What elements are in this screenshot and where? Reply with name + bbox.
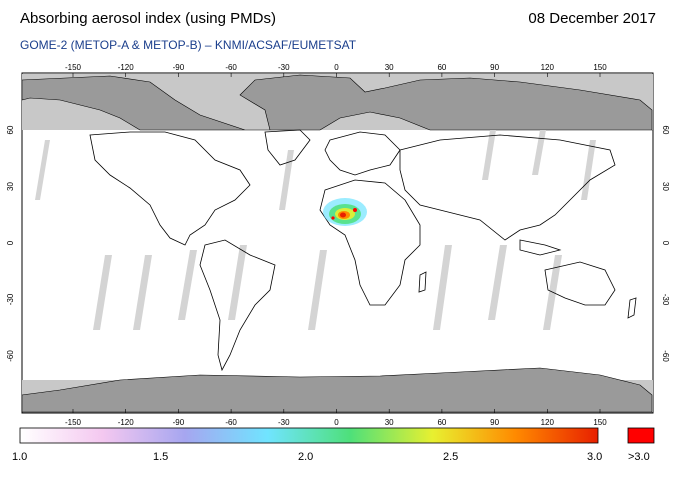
- lat-tick-label: 0: [6, 240, 15, 245]
- no-data-swaths: [35, 130, 596, 330]
- north-america-coast: [89, 131, 251, 246]
- lat-tick-label: 30: [6, 182, 15, 191]
- lon-tick-label: -150: [65, 418, 82, 427]
- lat-tick-labels-left: 60 30 0 -30 -60: [6, 125, 15, 362]
- asia-coast: [399, 134, 616, 241]
- lon-tick-label: -120: [118, 418, 135, 427]
- europe-coast: [324, 131, 401, 176]
- lon-tick-label: 0: [334, 418, 339, 427]
- lat-tick-label: -60: [661, 350, 670, 362]
- south-america-coast: [199, 239, 276, 372]
- map-date: 08 December 2017: [528, 10, 656, 27]
- colorbar-label-1-0: 1.0: [12, 451, 28, 463]
- map-subtitle: GOME-2 (METOP-A & METOP-B) – KNMI/ACSAF/…: [20, 38, 357, 52]
- madagascar-coast: [418, 271, 427, 293]
- colorbar-label-2-5: 2.5: [443, 451, 459, 463]
- antarctica: [21, 367, 653, 413]
- new-zealand-coast: [627, 297, 637, 319]
- lon-tick-label: -30: [278, 63, 290, 72]
- lon-tick-label: 90: [490, 63, 499, 72]
- colorbar-label-1-5: 1.5: [153, 451, 169, 463]
- lon-tick-label: 0: [334, 63, 339, 72]
- lat-tick-label: -30: [6, 293, 15, 305]
- arctic-land: [21, 74, 653, 131]
- lat-tick-label: -60: [6, 350, 15, 362]
- colorbar-label-2-0: 2.0: [298, 451, 314, 463]
- lon-tick-label: 120: [541, 63, 555, 72]
- lat-tick-label: 60: [661, 126, 670, 135]
- lon-tick-label: 120: [541, 418, 555, 427]
- coastlines: [89, 129, 637, 372]
- indonesia-coast: [519, 239, 562, 256]
- lon-tick-label: 30: [385, 418, 394, 427]
- lon-tick-label: -60: [225, 418, 237, 427]
- lon-tick-label: -90: [173, 63, 185, 72]
- lat-tick-label: 60: [6, 125, 15, 134]
- lon-tick-label: 60: [437, 63, 446, 72]
- lon-tick-label: 90: [490, 418, 499, 427]
- australia-coast: [544, 261, 616, 306]
- lon-tick-label: -120: [118, 63, 135, 72]
- lon-tick-label: 60: [437, 418, 446, 427]
- lat-tick-label: 0: [661, 241, 670, 246]
- colorbar: [19, 427, 599, 444]
- lat-tick-labels-right: 60 30 0 -30 -60: [661, 126, 670, 363]
- lon-tick-label: -90: [173, 418, 185, 427]
- map-title: Absorbing aerosol index (using PMDs): [20, 10, 276, 27]
- lon-tick-label: -150: [65, 63, 82, 72]
- lon-tick-labels-bottom: -150 -120 -90 -60 -30 0 30 60 90 120 150: [65, 409, 607, 427]
- lon-tick-label: -30: [278, 418, 290, 427]
- lon-tick-label: 30: [385, 63, 394, 72]
- colorbar-label-3-0: 3.0: [587, 451, 603, 463]
- colorbar-overflow-swatch: [627, 427, 655, 444]
- lon-tick-labels-top: -150 -120 -90 -60 -30 0 30 60 90 120 150: [65, 63, 607, 77]
- map-frame: [21, 72, 654, 414]
- greenland-coast: [264, 129, 311, 166]
- aerosol-hotspot: [323, 198, 367, 226]
- lat-tick-label: -30: [661, 294, 670, 306]
- lon-tick-label: 150: [593, 63, 607, 72]
- africa-coast: [319, 179, 421, 306]
- lon-tick-label: 150: [593, 418, 607, 427]
- lat-tick-label: 30: [661, 182, 670, 191]
- lon-tick-label: -60: [225, 63, 237, 72]
- colorbar-overflow-label: >3.0: [628, 451, 650, 463]
